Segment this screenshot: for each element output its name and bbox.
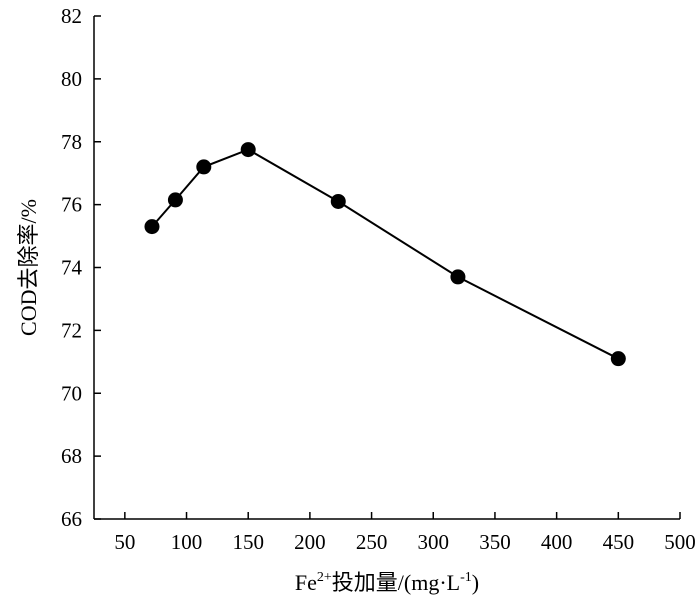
y-tick-label: 80 [61, 67, 82, 91]
x-tick-label: 450 [603, 530, 635, 554]
x-axis-title-middle: 投加量/(mg·L [332, 570, 460, 595]
data-point [196, 159, 212, 175]
x-tick-label: 400 [541, 530, 573, 554]
x-tick-label: 500 [664, 530, 696, 554]
x-tick-label: 250 [356, 530, 388, 554]
x-tick-label: 200 [294, 530, 326, 554]
data-point [240, 142, 256, 158]
x-axis-title-superscript2: -1 [460, 570, 472, 585]
y-tick-label: 72 [61, 318, 82, 342]
y-tick-label: 74 [61, 256, 83, 280]
x-axis-title-suffix: ) [472, 570, 479, 595]
y-tick-label: 78 [61, 130, 82, 154]
data-point [450, 269, 466, 285]
x-tick-label: 350 [479, 530, 511, 554]
x-axis-title-superscript: 2+ [317, 570, 332, 585]
x-tick-label: 50 [114, 530, 135, 554]
y-tick-label: 66 [61, 507, 82, 531]
y-tick-label: 82 [61, 4, 82, 28]
x-axis-title-prefix: Fe [295, 570, 317, 595]
x-axis-title: Fe2+投加量/(mg·L-1) [295, 570, 479, 595]
y-tick-label: 70 [61, 381, 82, 405]
series-line [151, 148, 619, 360]
y-axis-title: COD去除率/% [16, 199, 41, 336]
y-tick-label: 76 [61, 193, 82, 217]
x-tick-label: 150 [232, 530, 264, 554]
x-tick-label: 300 [418, 530, 450, 554]
x-axis-ticks: 50 100 150 200 250 300 350 400 450 500 [114, 512, 696, 554]
x-tick-label: 100 [171, 530, 203, 554]
data-point [167, 192, 183, 208]
axes [93, 16, 680, 520]
data-point [610, 351, 626, 367]
y-axis-ticks: 66 68 70 72 74 76 78 80 82 [61, 4, 101, 531]
data-point [144, 219, 160, 235]
y-tick-label: 68 [61, 444, 82, 468]
data-point [330, 193, 346, 209]
series-layer [144, 142, 626, 367]
